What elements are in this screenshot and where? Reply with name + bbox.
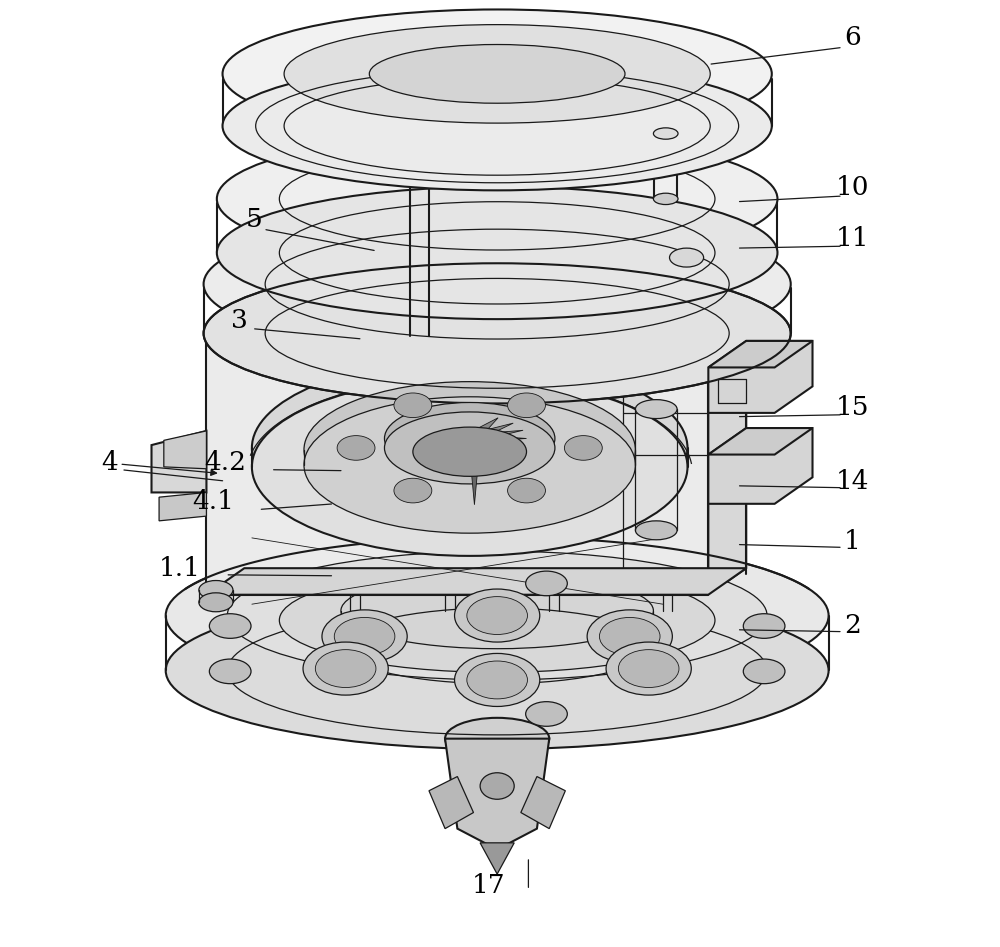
Ellipse shape (455, 653, 540, 706)
Ellipse shape (384, 402, 555, 474)
Ellipse shape (467, 597, 527, 634)
Polygon shape (445, 739, 549, 849)
Text: 3: 3 (231, 308, 248, 332)
Text: 5: 5 (245, 207, 262, 232)
Ellipse shape (635, 521, 677, 540)
Polygon shape (206, 310, 746, 336)
Ellipse shape (445, 718, 549, 759)
Polygon shape (159, 492, 206, 521)
Ellipse shape (743, 659, 785, 684)
Ellipse shape (653, 128, 678, 139)
Polygon shape (521, 777, 565, 829)
Ellipse shape (337, 436, 375, 460)
Ellipse shape (217, 187, 777, 319)
Polygon shape (472, 418, 498, 434)
Polygon shape (164, 431, 206, 469)
Polygon shape (708, 341, 813, 413)
Ellipse shape (223, 9, 772, 138)
Polygon shape (469, 443, 480, 505)
Ellipse shape (587, 610, 672, 663)
Ellipse shape (653, 193, 678, 205)
Ellipse shape (252, 378, 688, 556)
Ellipse shape (394, 478, 432, 503)
Ellipse shape (315, 650, 376, 688)
Polygon shape (485, 436, 527, 441)
Ellipse shape (303, 642, 388, 695)
Text: 10: 10 (836, 175, 869, 200)
Text: 15: 15 (836, 395, 869, 420)
Ellipse shape (227, 551, 767, 680)
Ellipse shape (284, 25, 710, 123)
Polygon shape (708, 341, 813, 367)
Text: 6: 6 (844, 26, 861, 50)
Ellipse shape (223, 62, 772, 190)
Polygon shape (480, 843, 514, 874)
Ellipse shape (743, 614, 785, 638)
Ellipse shape (413, 427, 527, 476)
Ellipse shape (670, 248, 704, 267)
Text: 11: 11 (836, 226, 869, 251)
Ellipse shape (304, 382, 635, 518)
Text: 4.1: 4.1 (192, 490, 234, 514)
Ellipse shape (334, 617, 395, 655)
Polygon shape (708, 428, 813, 455)
Ellipse shape (199, 593, 233, 612)
Polygon shape (152, 431, 206, 492)
Text: 1: 1 (844, 529, 861, 554)
Ellipse shape (508, 393, 545, 418)
Polygon shape (708, 310, 746, 595)
Ellipse shape (467, 661, 527, 699)
Text: 14: 14 (836, 469, 869, 493)
Ellipse shape (508, 478, 545, 503)
Ellipse shape (618, 650, 679, 688)
Ellipse shape (217, 133, 777, 265)
Polygon shape (206, 568, 746, 595)
Ellipse shape (369, 45, 625, 103)
Ellipse shape (384, 412, 555, 484)
Ellipse shape (635, 400, 677, 419)
Ellipse shape (341, 573, 653, 649)
Ellipse shape (209, 614, 251, 638)
Ellipse shape (252, 359, 688, 537)
Ellipse shape (166, 592, 829, 749)
Ellipse shape (480, 773, 514, 799)
Ellipse shape (199, 581, 233, 599)
Polygon shape (482, 438, 523, 447)
Polygon shape (477, 423, 513, 437)
Polygon shape (477, 440, 513, 454)
Ellipse shape (204, 214, 791, 354)
Text: 4.2: 4.2 (204, 450, 246, 474)
Polygon shape (482, 430, 523, 438)
Text: 4: 4 (101, 450, 118, 474)
Ellipse shape (204, 263, 791, 403)
Ellipse shape (526, 571, 567, 596)
Text: 2: 2 (844, 613, 861, 637)
Ellipse shape (304, 397, 635, 533)
Ellipse shape (394, 393, 432, 418)
Text: 1.1: 1.1 (159, 556, 201, 581)
Ellipse shape (599, 617, 660, 655)
Ellipse shape (606, 642, 691, 695)
Ellipse shape (455, 589, 540, 642)
Ellipse shape (526, 702, 567, 726)
Ellipse shape (279, 568, 715, 672)
Polygon shape (206, 336, 708, 595)
Ellipse shape (166, 537, 829, 694)
Text: 17: 17 (472, 873, 505, 898)
Ellipse shape (564, 436, 602, 460)
Ellipse shape (322, 610, 407, 663)
Polygon shape (429, 777, 473, 829)
Polygon shape (708, 428, 813, 504)
Ellipse shape (209, 659, 251, 684)
